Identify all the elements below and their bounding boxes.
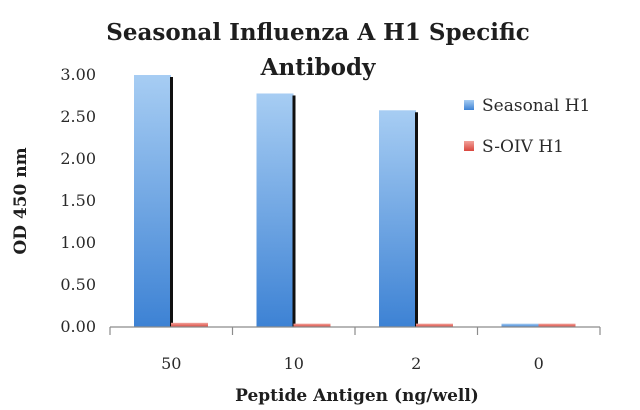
bar-shadow-edge — [415, 112, 418, 327]
bar-shadow-edge — [170, 77, 173, 327]
y-tick-label: 2.50 — [60, 107, 96, 126]
bar-seasonal-h1-2 — [379, 110, 416, 327]
y-axis-title: OD 450 nm — [11, 147, 31, 254]
legend-swatch-seasonal-h1 — [464, 100, 474, 110]
y-axis-ticks: 0.00 0.50 1.00 1.50 2.00 2.50 3.00 — [60, 65, 96, 336]
chart-title-line-1: Seasonal Influenza A H1 Specific — [106, 19, 529, 46]
bars — [134, 75, 576, 327]
bar-s-oiv-h1-50 — [171, 322, 208, 327]
bar-s-oiv-h1-2 — [416, 323, 453, 327]
bar-seasonal-h1-50 — [134, 75, 171, 327]
y-tick-label: 1.00 — [60, 233, 96, 252]
legend-label-seasonal-h1: Seasonal H1 — [482, 96, 590, 116]
x-tick-label: 50 — [161, 354, 181, 373]
x-tick-label: 2 — [411, 354, 421, 373]
legend: Seasonal H1 S-OIV H1 — [464, 96, 590, 157]
chart-title-line-2: Antibody — [260, 54, 376, 81]
x-tick-label: 10 — [284, 354, 304, 373]
legend-label-s-oiv-h1: S-OIV H1 — [482, 137, 564, 157]
y-tick-label: 2.00 — [60, 149, 96, 168]
y-tick-label: 1.50 — [60, 191, 96, 210]
legend-swatch-s-oiv-h1 — [464, 141, 474, 151]
bar-seasonal-h1-0 — [501, 323, 539, 327]
y-tick-label: 0.50 — [60, 275, 96, 294]
bar-s-oiv-h1-0 — [538, 323, 576, 327]
x-axis-ticks: 50 10 2 0 — [109, 327, 601, 373]
bar-seasonal-h1-10 — [256, 93, 294, 327]
bar-shadow-edge — [292, 95, 296, 327]
y-tick-label: 0.00 — [60, 317, 96, 336]
y-tick-label: 3.00 — [60, 65, 96, 84]
x-tick-label: 0 — [534, 354, 544, 373]
bar-s-oiv-h1-10 — [293, 323, 331, 327]
x-axis-title: Peptide Antigen (ng/well) — [235, 386, 479, 406]
